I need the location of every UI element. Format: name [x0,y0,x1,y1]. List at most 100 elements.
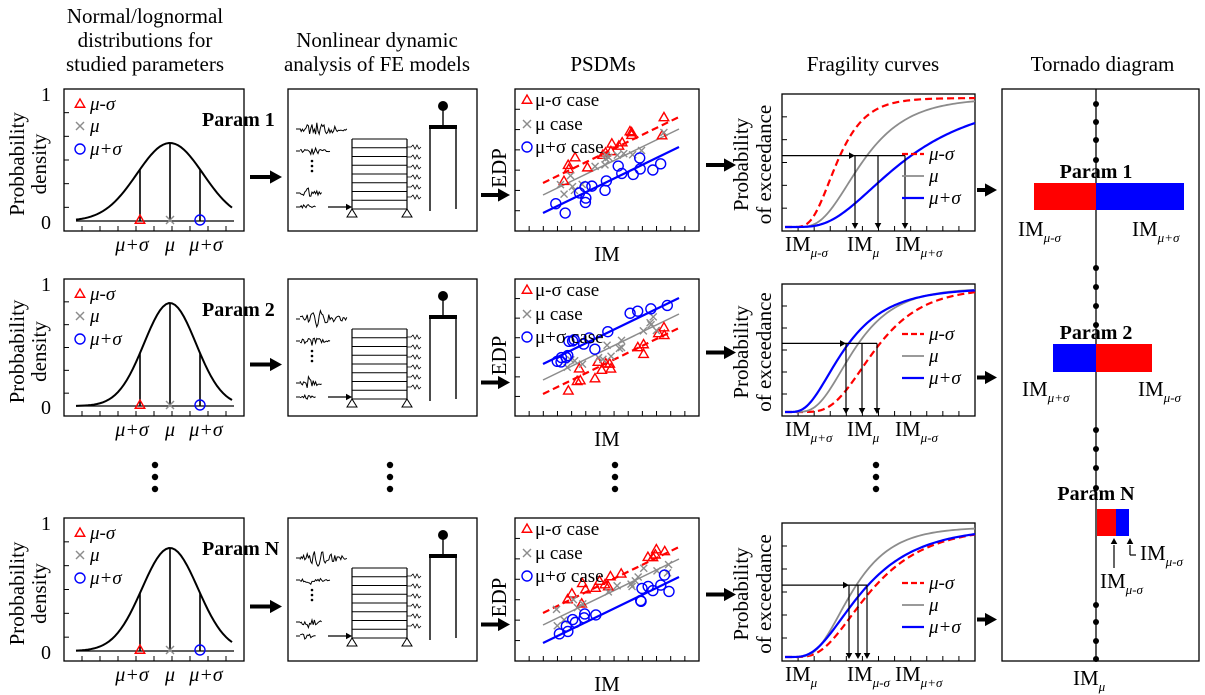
psdm-legend-tri [521,522,533,533]
flow-arrow-head [985,183,997,197]
drop-arrow-head [874,223,882,229]
tornado-label-sub: μ-σ [1043,230,1062,245]
psdm-point [602,580,615,591]
ground-motion-signal [299,122,348,136]
drop-arrow-head [873,408,881,414]
psdm-point [613,151,622,160]
pdf-ylabel: Probbability [5,112,29,216]
psdm-point [563,363,572,372]
tornado-bar-plus [1116,509,1129,536]
flow-arrow-head [985,370,997,385]
flow-arrow-head [498,188,510,202]
link-spring [407,154,422,160]
psdm-legend-text: μ case [535,114,583,135]
pdf-legend-x [75,550,85,560]
frag-legend-text: μ [928,595,939,616]
frag-xlabel-base: IM [895,232,921,256]
psdm-legend-circ [521,141,533,153]
frag-legend-text: μ-σ [928,573,955,594]
drop-arrow-head [845,653,853,659]
ellipsis-dot [611,473,619,481]
pdf-param-label: Param 1 [202,109,275,131]
tornado-label-sub: μ+σ [1047,390,1070,405]
support-icon [401,637,413,647]
support-icon [401,208,413,218]
psdm-point [562,162,575,174]
psdm-point [647,320,656,329]
support-icon [346,637,358,647]
ground-motion-signal [299,204,316,210]
ground-motion-signal [299,337,331,346]
psdm-legend-text: μ+σ case [535,327,604,348]
link-spring [407,623,422,629]
pdf-circ-marker [194,644,206,656]
pdf-ytick: 0 [41,212,51,234]
frag-xlabel: IMμ+σ [895,662,943,690]
tornado-axis-label-base: IM [1073,666,1099,690]
fragility-curve-mean [785,288,976,413]
frag-xlabel: IMμ [785,662,818,690]
pdf-ytick: 0 [41,642,51,664]
flow-arrow-head [985,612,997,627]
frag-ylabel: of exceedance [752,292,776,412]
psdm-legend-text: μ case [535,543,583,564]
frag-xlabel: IMμ-σ [895,417,939,445]
psdm-ylabel: EDP [487,148,511,188]
psdm-point [652,326,661,335]
psdm-point [604,362,617,373]
tornado-param-label: Param N [1057,483,1135,505]
frag-xlabel: IMμ [847,232,880,260]
tornado-label: IMμ-σ [1018,217,1062,245]
psdm-point [664,560,673,569]
psdm-point [579,608,591,620]
tornado-dot [1093,427,1099,433]
tornado-param-label: Param 1 [1060,161,1133,183]
frag-ylabel: Probability [729,305,753,399]
support-icon [346,398,358,408]
psdm-xlabel: IM [594,672,620,695]
psdm-point [598,355,607,364]
psdm-point [616,167,628,180]
psdm-point [574,374,587,385]
psdm-point [552,605,561,614]
tornado-dot [1093,322,1099,328]
link-spring [407,374,422,380]
psdm-legend-text: μ+σ case [535,137,604,158]
ellipsis-dot [386,461,394,469]
tornado-label-sub: μ+σ [1157,230,1180,245]
psdm-point [604,570,617,581]
pdf-circ-marker [194,399,206,411]
drop-arrow-head [851,223,859,229]
link-spring [407,194,422,200]
ground-motion-signal [299,618,322,630]
flow-arrow-head [724,158,736,172]
tornado-label-base: IM [1132,217,1158,241]
psdm-point [599,357,612,368]
psdm-legend-x [522,548,532,558]
tornado-panel [1001,88,1200,662]
frag-ylabel: Probability [729,117,753,211]
frag-xlabel-base: IM [895,417,921,441]
pdf-x-marker [165,400,175,410]
frag-xlabel: IMμ [847,417,880,445]
tornado-label-base: IM [1018,217,1044,241]
tornado-dot [1093,602,1099,608]
pdf-ytick: 1 [41,274,51,296]
ground-motion-signal [299,577,331,586]
pdf-ylabel: density [27,563,51,624]
header-analysis-line1: Nonlinear dynamic [296,28,458,52]
pdf-curve [75,142,233,221]
psdm-legend-tri [521,283,533,294]
tornado-axis-label: IMμ [1073,666,1106,694]
fragility-curve-minus [785,291,976,414]
tornado-label: IMμ-σ [1140,541,1184,569]
pdf-xtick: μ [164,419,175,441]
psdm-point [617,343,626,352]
pdf-legend-circ [74,143,86,155]
ellipsis-dot [386,473,394,481]
psdm-legend-text: μ-σ case [535,519,599,540]
psdm-point [578,599,587,608]
tornado-label: IMμ+σ [1132,217,1180,245]
tornado-label-base: IM [1140,541,1166,565]
psdm-point [562,158,575,170]
